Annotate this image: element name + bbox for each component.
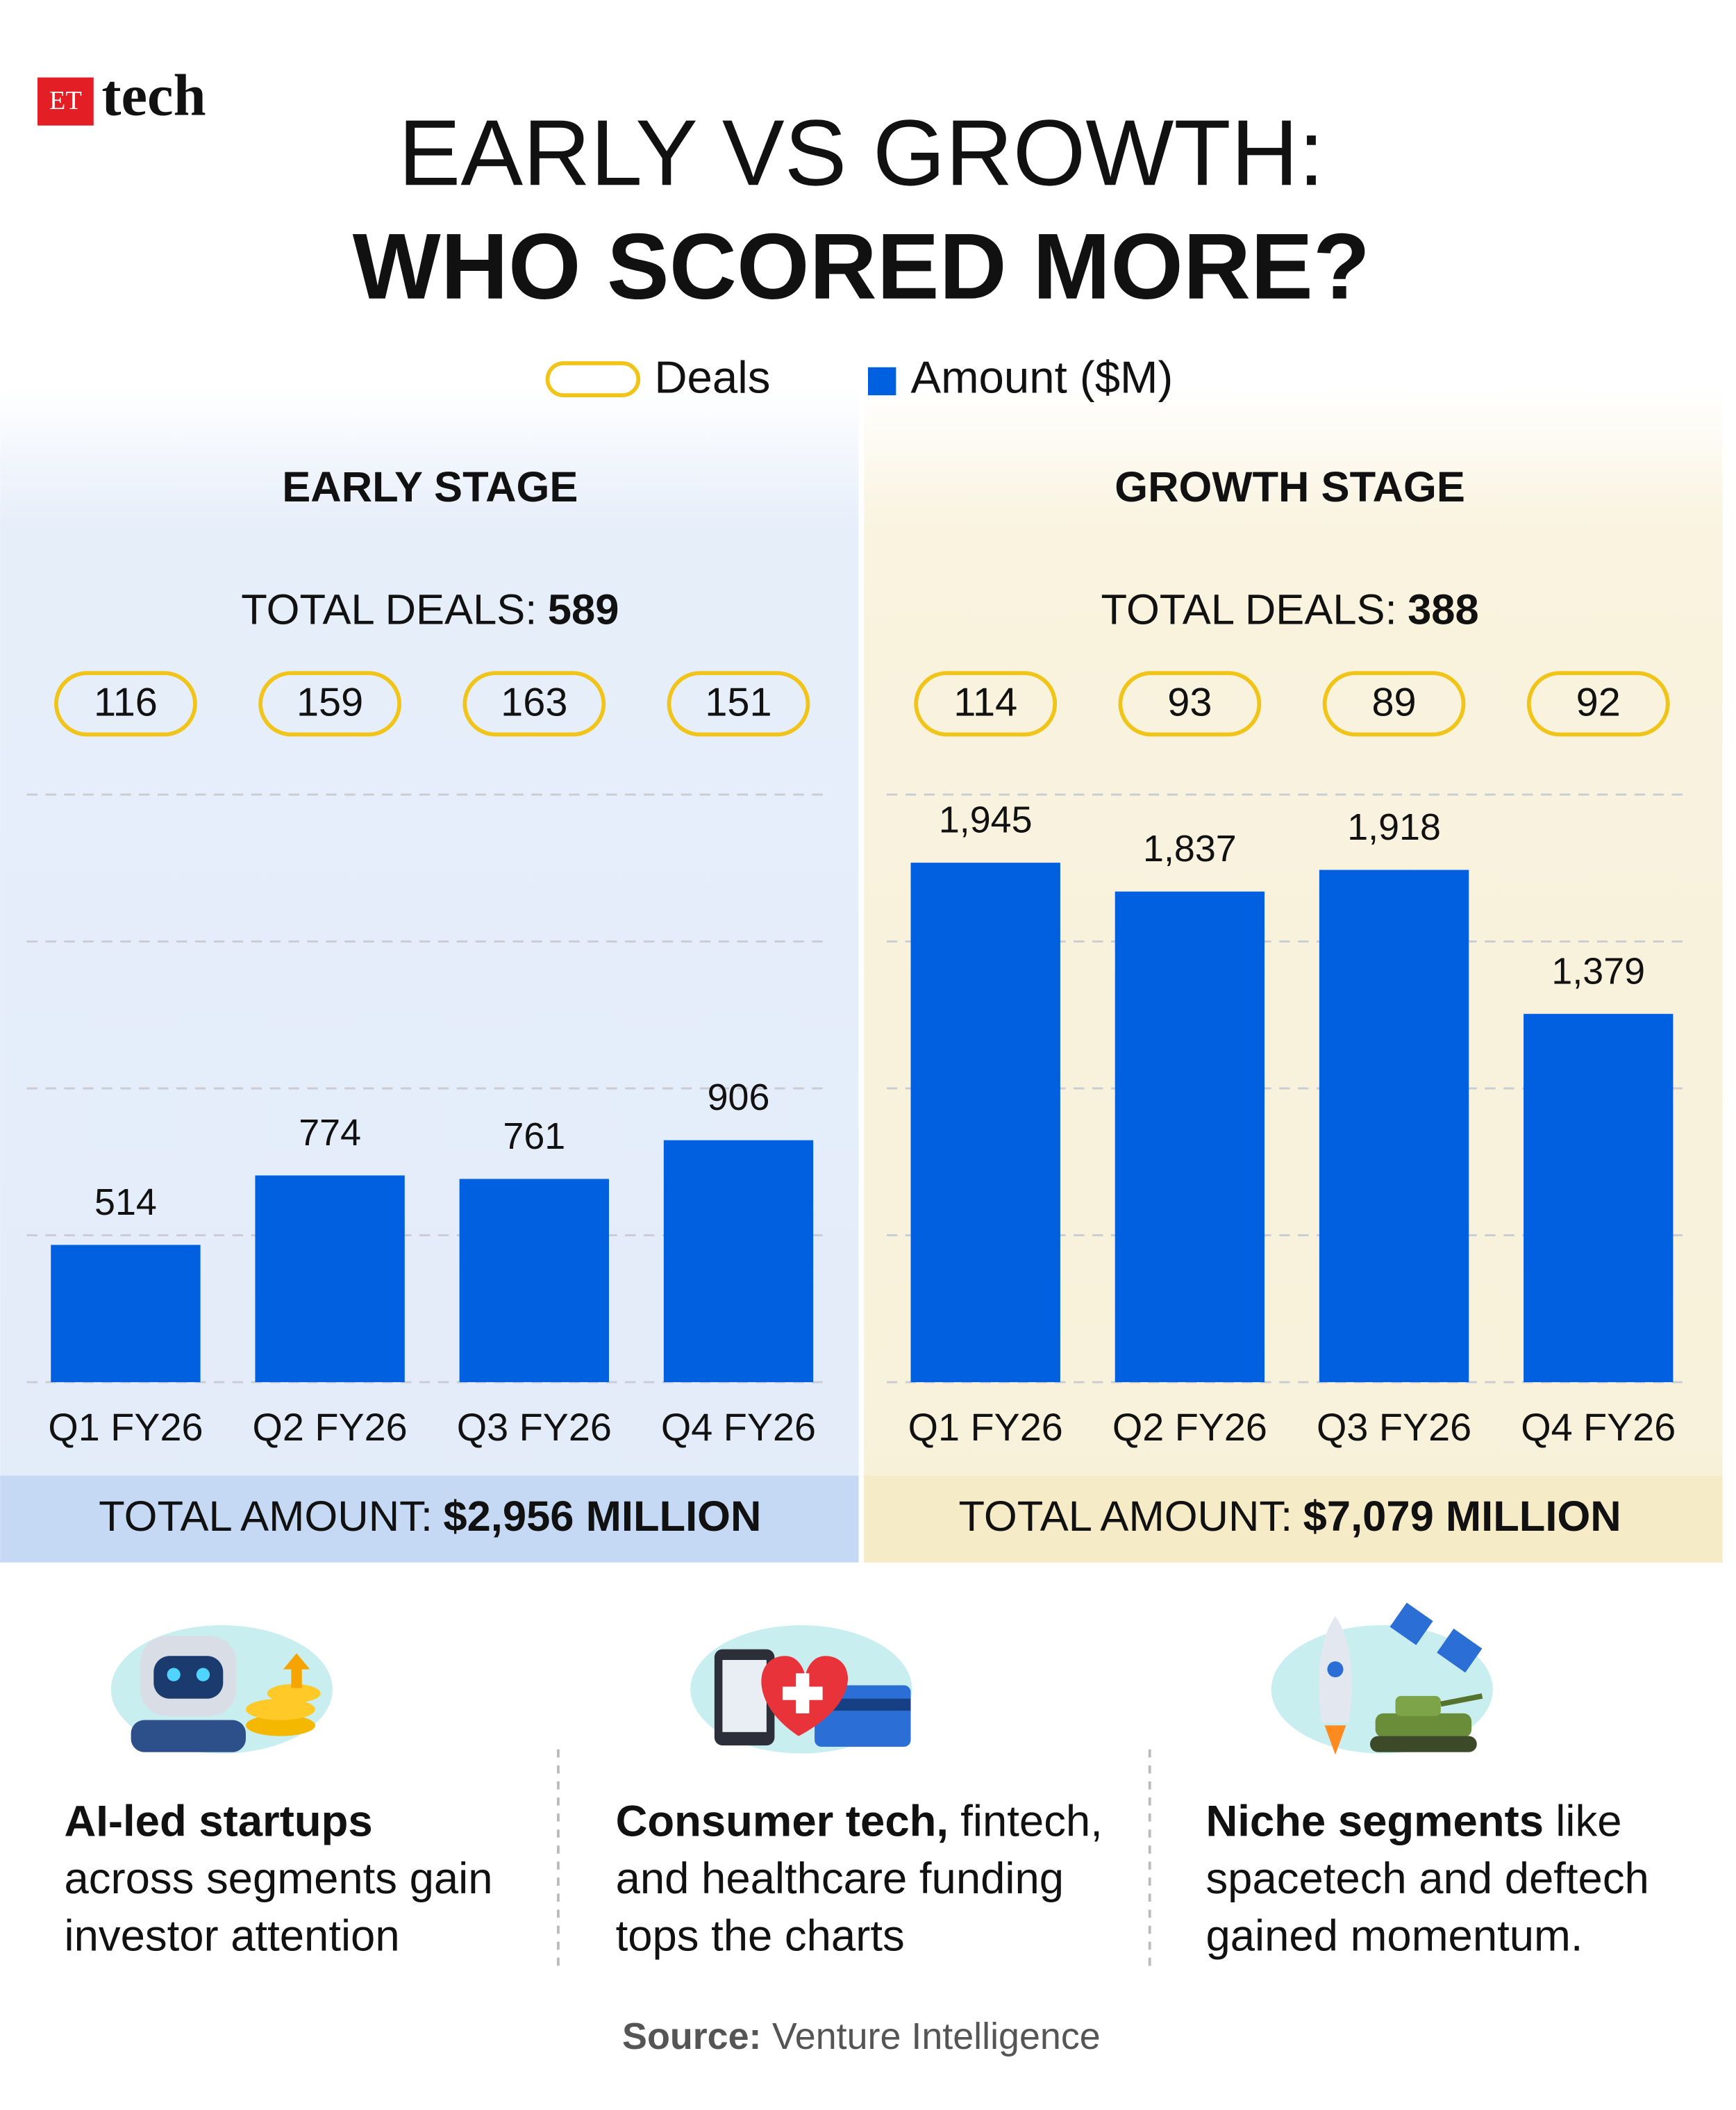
highlight-line: and healthcare funding bbox=[616, 1854, 1064, 1903]
highlight-line: spacetech and deftech bbox=[1205, 1854, 1649, 1903]
title-line-1: EARLY VS GROWTH: bbox=[399, 100, 1325, 205]
brand-badge-box bbox=[37, 77, 94, 126]
bar bbox=[1524, 1013, 1674, 1383]
deal-label: 159 bbox=[297, 680, 363, 724]
growth-total-band bbox=[864, 1475, 1723, 1563]
value-label: 1,945 bbox=[939, 799, 1033, 841]
highlight-line: investor attention bbox=[64, 1912, 399, 1961]
deal-label: 114 bbox=[953, 680, 1017, 724]
title-line-2: WHO SCORED MORE? bbox=[353, 214, 1370, 319]
highlight-bold: Consumer tech, bbox=[616, 1797, 949, 1845]
deal-pill bbox=[462, 671, 606, 737]
highlight-bold: AI-led startups bbox=[64, 1797, 372, 1845]
bar bbox=[1115, 891, 1265, 1383]
bar bbox=[663, 1140, 814, 1383]
total-amount-value: $2,956 MILLION bbox=[443, 1493, 761, 1540]
deal-pill bbox=[667, 671, 810, 737]
legend-deals: Deals bbox=[654, 351, 770, 402]
highlight-line: across segments gain bbox=[64, 1854, 492, 1903]
early-panel bbox=[0, 387, 859, 1563]
value-label: 906 bbox=[708, 1077, 770, 1118]
total-deals: TOTAL DEALS: 589 bbox=[241, 586, 619, 634]
deal-label: 151 bbox=[705, 680, 771, 724]
icon-consumer bbox=[690, 1625, 912, 1754]
deal-label: 93 bbox=[1167, 680, 1212, 724]
total-amount-label: TOTAL AMOUNT: bbox=[958, 1493, 1292, 1540]
icon-niche bbox=[1271, 1602, 1493, 1755]
bar bbox=[1319, 870, 1469, 1383]
deal-label: 92 bbox=[1576, 680, 1621, 724]
value-label: 1,837 bbox=[1143, 828, 1237, 870]
deal-label: 163 bbox=[501, 680, 567, 724]
bar bbox=[255, 1175, 405, 1383]
total-deals: TOTAL DEALS: 388 bbox=[1101, 586, 1478, 634]
source-label: Source: bbox=[622, 2016, 761, 2057]
deal-pill bbox=[914, 671, 1058, 737]
x-tick-label: Q3 FY26 bbox=[457, 1406, 612, 1449]
deal-label: 116 bbox=[94, 680, 158, 724]
deal-pill bbox=[54, 671, 197, 737]
total-amount: TOTAL AMOUNT: $2,956 MILLION bbox=[99, 1493, 761, 1540]
highlight-line: tops the charts bbox=[616, 1912, 905, 1961]
x-tick-label: Q4 FY26 bbox=[661, 1406, 816, 1449]
source: Source: Venture Intelligence bbox=[622, 2016, 1101, 2057]
highlight-line: Consumer tech, fintech, bbox=[616, 1797, 1103, 1845]
x-tick-label: Q2 FY26 bbox=[253, 1406, 408, 1449]
highlight-bold: Niche segments bbox=[1205, 1797, 1544, 1845]
brand-badge: ET bbox=[49, 86, 82, 115]
bar bbox=[910, 863, 1060, 1383]
highlight-text: fintech, bbox=[960, 1797, 1103, 1845]
chart-title: GROWTH STAGE bbox=[1115, 463, 1465, 511]
deal-pill bbox=[1118, 671, 1262, 737]
brand: tech bbox=[101, 64, 206, 128]
deal-pill bbox=[1322, 671, 1466, 737]
total-deals-value: 589 bbox=[548, 586, 619, 634]
legend-amount: Amount ($M) bbox=[911, 351, 1174, 402]
source-text: Venture Intelligence bbox=[772, 2016, 1101, 2057]
legend-amount-swatch bbox=[868, 367, 896, 396]
value-label: 1,918 bbox=[1347, 806, 1441, 848]
x-tick-label: Q1 FY26 bbox=[908, 1406, 1063, 1449]
highlight-text: like bbox=[1555, 1797, 1621, 1845]
x-tick-label: Q3 FY26 bbox=[1317, 1406, 1471, 1449]
deal-pill bbox=[258, 671, 401, 737]
highlight-line: gained momentum. bbox=[1205, 1912, 1583, 1961]
x-tick-label: Q2 FY26 bbox=[1112, 1406, 1267, 1449]
total-deals-label: TOTAL DEALS: bbox=[241, 586, 537, 634]
value-label: 761 bbox=[503, 1115, 565, 1157]
deal-label: 89 bbox=[1371, 680, 1416, 724]
total-deals-label: TOTAL DEALS: bbox=[1101, 586, 1396, 634]
total-amount-label: TOTAL AMOUNT: bbox=[99, 1493, 433, 1540]
total-deals-value: 388 bbox=[1408, 586, 1479, 634]
deal-pill bbox=[1526, 671, 1670, 737]
bar bbox=[51, 1245, 201, 1383]
value-label: 774 bbox=[299, 1112, 361, 1154]
total-amount: TOTAL AMOUNT: $7,079 MILLION bbox=[958, 1493, 1621, 1540]
early-total-band bbox=[0, 1475, 859, 1563]
total-amount-value: $7,079 MILLION bbox=[1303, 1493, 1621, 1540]
highlight-line: Niche segments like bbox=[1205, 1797, 1621, 1845]
bar bbox=[459, 1179, 609, 1383]
x-tick-label: Q4 FY26 bbox=[1521, 1406, 1676, 1449]
chart-title: EARLY STAGE bbox=[282, 463, 578, 511]
highlight-line: AI-led startups bbox=[64, 1797, 372, 1845]
x-tick-label: Q1 FY26 bbox=[48, 1406, 203, 1449]
legend-deals-swatch bbox=[545, 361, 641, 398]
value-label: 514 bbox=[94, 1181, 157, 1223]
value-label: 1,379 bbox=[1551, 950, 1645, 992]
icon-ai bbox=[110, 1625, 333, 1754]
